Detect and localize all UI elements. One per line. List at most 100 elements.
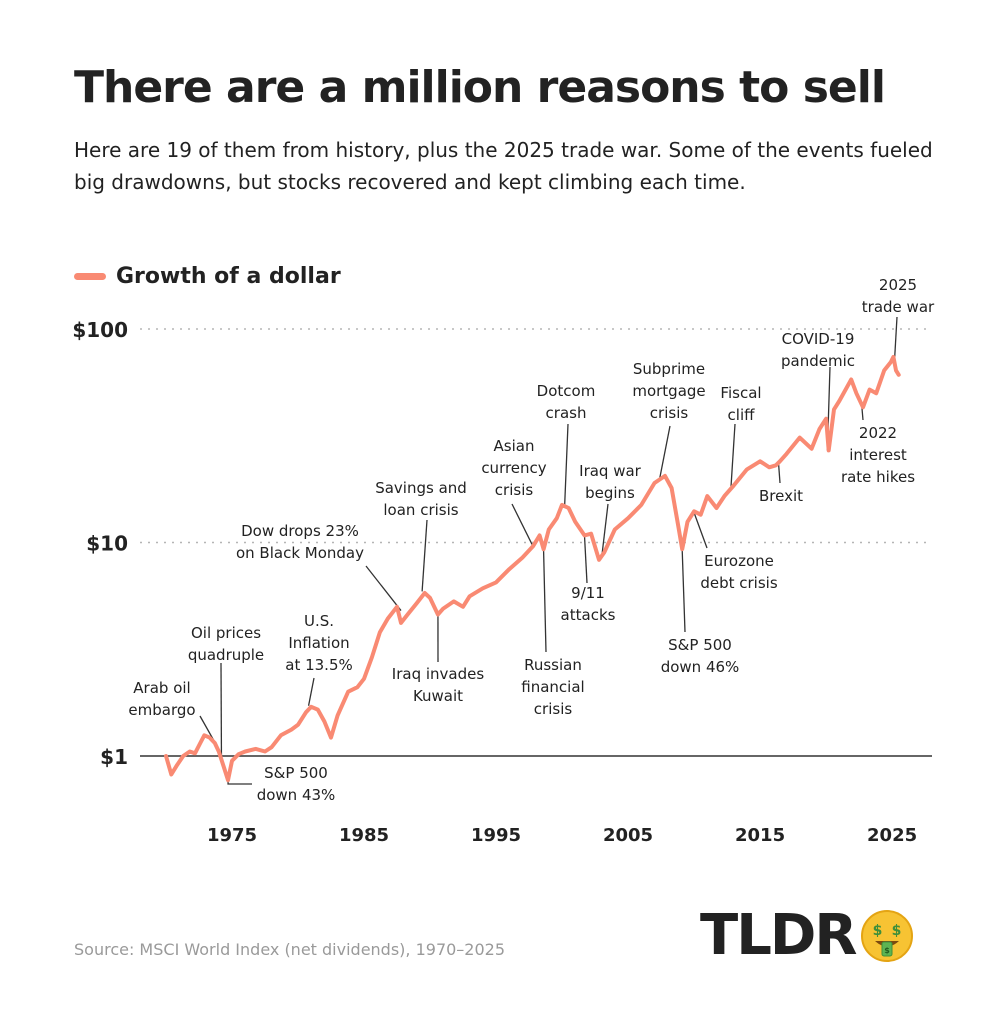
annotation-line: Savings and (375, 479, 467, 497)
annotation-line: Oil prices (191, 624, 261, 642)
annotation-leader (421, 519, 428, 592)
annotation-leader (659, 425, 671, 479)
annotation-line: quadruple (188, 646, 264, 664)
annotation-rate-hikes: 2022 interest rate hikes (841, 424, 915, 486)
chart-axes: $1 $10 $100 1975 1985 1995 2005 2015 2025 (72, 318, 932, 846)
annotation-line: financial (521, 678, 584, 696)
annotation-line: crash (546, 404, 587, 422)
annotation-sp500-down-46: S&P 500 down 46% (661, 636, 740, 676)
chart-title: There are a million reasons to sell (74, 62, 886, 113)
svg-text:$: $ (872, 923, 882, 939)
annotation-covid: COVID-19 pandemic (781, 330, 855, 370)
annotation-line: pandemic (781, 352, 855, 370)
annotation-subprime: Subprime mortgage crisis (632, 360, 705, 422)
annotation-nine-eleven: 9/11 attacks (561, 584, 616, 624)
annotation-line: mortgage (632, 382, 705, 400)
money-mouth-face-icon: $ $ $ (860, 910, 913, 962)
annotation-leader (227, 779, 252, 785)
annotation-line: Iraq invades (392, 665, 485, 683)
annotation-line: S&P 500 (668, 636, 732, 654)
annotation-line: 2022 (859, 424, 897, 442)
annotation-line: Arab oil (133, 679, 190, 697)
annotation-line: Eurozone (704, 552, 774, 570)
annotation-iraq-kuwait: Iraq invades Kuwait (392, 665, 485, 705)
annotation-line: Fiscal (720, 384, 761, 402)
annotation-leader (681, 549, 686, 633)
brand-logo: TLDR $ $ $ (700, 904, 914, 968)
annotation-leader (307, 677, 315, 706)
annotation-line: down 43% (257, 786, 336, 804)
svg-text:$: $ (891, 923, 901, 939)
annotation-leader (777, 463, 781, 484)
x-tick-label: 1985 (339, 825, 389, 846)
y-tick-label: $10 (86, 532, 128, 556)
annotation-leader (564, 423, 569, 505)
annotation-brexit: Brexit (759, 487, 803, 505)
annotation-leader (583, 535, 588, 584)
x-tick-label: 2015 (735, 825, 785, 846)
y-tick-label: $1 (100, 745, 128, 769)
annotation-line: 2025 (879, 276, 917, 294)
annotation-line: attacks (561, 606, 616, 624)
annotation-line: crisis (534, 700, 573, 718)
annotation-leader (730, 423, 736, 487)
x-tick-label: 1995 (471, 825, 521, 846)
annotation-russian-financial: Russian financial crisis (521, 656, 584, 718)
annotation-line: loan crisis (383, 501, 458, 519)
annotation-line: U.S. (304, 612, 334, 630)
annotation-leader (693, 512, 708, 549)
annotation-black-monday: Dow drops 23% on Black Monday (236, 522, 364, 562)
legend-line-swatch (74, 272, 106, 280)
annotation-eurozone: Eurozone debt crisis (700, 552, 777, 592)
annotation-leader (601, 503, 609, 558)
annotation-line: Asian (494, 437, 535, 455)
x-tick-label: 1975 (207, 825, 257, 846)
chart-series (164, 354, 901, 783)
annotation-line: interest (849, 446, 907, 464)
annotation-leader (365, 565, 402, 611)
x-tick-label: 2005 (603, 825, 653, 846)
annotation-line: crisis (495, 481, 534, 499)
annotation-line: Brexit (759, 487, 803, 505)
annotation-line: embargo (128, 701, 195, 719)
annotation-line: Inflation (288, 634, 349, 652)
annotation-sp500-down-43: S&P 500 down 43% (257, 764, 336, 804)
chart-annotations: Arab oil embargo Oil prices quadruple S&P 50… (128, 276, 935, 804)
legend-label: Growth of a dollar (116, 263, 341, 289)
svg-text:$: $ (884, 946, 890, 955)
annotation-line: crisis (650, 404, 689, 422)
annotation-line: debt crisis (700, 574, 777, 592)
annotation-line: on Black Monday (236, 544, 364, 562)
annotation-us-inflation: U.S. Inflation at 13.5% (285, 612, 353, 674)
annotation-line: Kuwait (413, 687, 463, 705)
chart-subtitle: Here are 19 of them from history, plus t… (74, 138, 933, 194)
annotation-savings-loan: Savings and loan crisis (375, 479, 467, 519)
annotation-line: Subprime (633, 360, 705, 378)
annotation-line: begins (585, 484, 635, 502)
annotation-dotcom: Dotcom crash (537, 382, 596, 422)
growth-line-chart: $1 $10 $100 1975 1985 1995 2005 2015 2025 Arab o… (72, 276, 935, 846)
annotation-line: trade war (862, 298, 935, 316)
annotation-line: Dotcom (537, 382, 596, 400)
annotation-line: S&P 500 (264, 764, 328, 782)
annotation-iraq-war: Iraq war begins (579, 462, 642, 502)
annotation-line: at 13.5% (285, 656, 353, 674)
y-tick-label: $100 (72, 318, 128, 342)
annotation-line: Dow drops 23% (241, 522, 359, 540)
annotation-leader (894, 316, 898, 357)
annotation-leader (511, 503, 534, 547)
annotation-line: COVID-19 (782, 330, 855, 348)
source-note: Source: MSCI World Index (net dividends)… (74, 940, 506, 959)
annotation-line: rate hikes (841, 468, 915, 486)
chart-legend: Growth of a dollar (74, 262, 341, 290)
x-tick-label: 2025 (867, 825, 917, 846)
annotation-leader (542, 549, 547, 653)
annotation-oil-prices-quadruple: Oil prices quadruple (188, 624, 264, 664)
annotation-trade-war: 2025 trade war (862, 276, 935, 316)
annotation-line: Russian (524, 656, 582, 674)
annotation-arab-oil-embargo: Arab oil embargo (128, 679, 195, 719)
annotation-line: cliff (728, 406, 756, 424)
annotation-line: down 46% (661, 658, 740, 676)
brand-wordmark: TLDR (700, 903, 857, 968)
annotation-line: 9/11 (571, 584, 605, 602)
